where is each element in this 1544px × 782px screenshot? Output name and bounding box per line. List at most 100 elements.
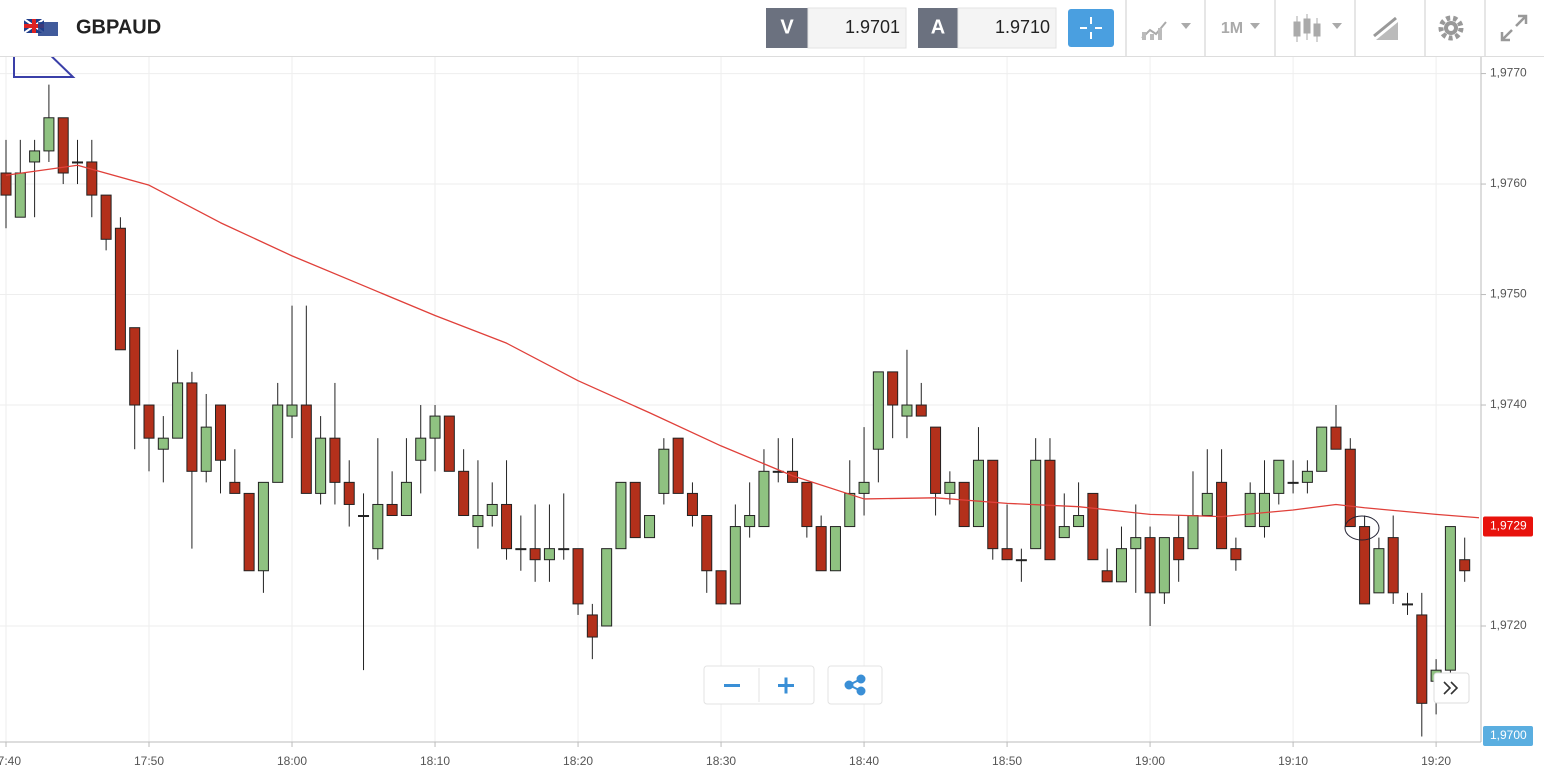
flag	[23, 18, 58, 36]
x-tick-label: 18:00	[277, 754, 307, 768]
candle-body	[1444, 526, 1456, 671]
candle-body	[558, 548, 570, 551]
x-tick-label: 17:40	[0, 754, 21, 768]
buy-price-box	[957, 7, 1057, 49]
candle-body	[372, 503, 384, 550]
drawing-ellipse[interactable]	[1344, 515, 1380, 541]
candle-body	[300, 404, 312, 494]
timeframe-button[interactable]: 1M	[1221, 20, 1243, 37]
candle-body	[1387, 537, 1399, 594]
candle-body	[615, 481, 627, 550]
settings-button[interactable]	[1438, 15, 1464, 41]
drawing-tools-button[interactable]	[1373, 16, 1398, 40]
candle-body	[586, 614, 598, 638]
candle-body	[601, 548, 613, 627]
candle-body	[1359, 526, 1371, 605]
candle-body	[1216, 481, 1228, 550]
candle-body	[229, 481, 241, 494]
crosshair-icon	[1080, 17, 1102, 39]
y-tick-label: 1,9720	[1490, 618, 1527, 632]
candle-body	[872, 371, 884, 450]
candle-body	[400, 481, 412, 517]
candle-body	[815, 526, 827, 572]
zoom-out[interactable]	[724, 684, 740, 687]
x-tick-label: 18:40	[849, 754, 879, 768]
candle-body	[858, 481, 870, 494]
candle-body	[114, 227, 126, 351]
candle-body	[529, 548, 541, 561]
candle-body	[286, 404, 298, 417]
candle-body	[1416, 614, 1428, 704]
scroll-end-button[interactable]	[1433, 672, 1470, 704]
sell-label: V	[780, 16, 794, 38]
candle-body	[1373, 548, 1385, 594]
low-badge-label: 1,9700	[1490, 728, 1527, 742]
price-badge	[1483, 516, 1533, 537]
candle-body	[0, 172, 12, 196]
buy-price: 1.9710	[995, 17, 1050, 37]
candle-body	[1101, 570, 1113, 583]
candle-body	[257, 481, 269, 572]
buy-button[interactable]	[918, 8, 958, 48]
candle-body	[515, 548, 527, 551]
candles-button[interactable]	[1293, 14, 1342, 42]
candle-body	[129, 327, 141, 406]
candle-body	[1073, 515, 1085, 528]
candle-body	[57, 117, 69, 174]
zoom-in[interactable]	[778, 677, 794, 694]
candle-body	[14, 172, 26, 218]
timeframe-caret	[1250, 23, 1260, 29]
x-tick-label: 18:30	[706, 754, 736, 768]
candle-body	[1201, 492, 1213, 517]
candle-body	[86, 161, 98, 196]
sell-button[interactable]	[766, 8, 808, 48]
candle-body	[100, 194, 112, 240]
x-tick-label: 19:00	[1135, 754, 1165, 768]
candle-body	[744, 515, 756, 528]
y-tick-label: 1,9740	[1490, 397, 1527, 411]
candle-body	[1287, 481, 1299, 484]
candle-body	[458, 470, 470, 517]
zoom-controls	[703, 665, 1470, 705]
candle-body	[1173, 537, 1185, 561]
candle-body	[1144, 537, 1156, 594]
candle-body	[71, 161, 84, 164]
y-tick-label: 1,9760	[1490, 176, 1527, 190]
candle-body	[1015, 559, 1027, 562]
candle-body	[200, 426, 212, 472]
candle-body	[429, 415, 441, 439]
candle-body	[1459, 559, 1471, 572]
candle-body	[1001, 548, 1013, 561]
crosshair-button[interactable]	[1068, 9, 1114, 47]
candle-body	[658, 448, 670, 494]
candle-body	[501, 503, 513, 550]
candle-body	[972, 459, 984, 528]
candle-body	[415, 437, 427, 461]
x-tick-label: 18:10	[420, 754, 450, 768]
candle-body	[1158, 537, 1170, 594]
candle-body	[215, 404, 227, 461]
candle-body	[729, 526, 741, 605]
x-tick-label: 19:20	[1421, 754, 1451, 768]
share-button[interactable]	[844, 674, 866, 696]
candle-body	[801, 481, 813, 528]
candle-body	[1087, 492, 1099, 561]
fullscreen-button[interactable]	[1500, 14, 1528, 42]
candle-body	[1344, 448, 1356, 528]
chart-type-button[interactable]	[1141, 21, 1191, 40]
candle-body	[987, 459, 999, 550]
candle-body	[644, 515, 656, 539]
candle-body	[358, 515, 370, 518]
candle-body	[1244, 492, 1256, 528]
candle-body	[701, 515, 713, 572]
x-tick-label: 17:50	[134, 754, 164, 768]
candle-body	[1401, 603, 1414, 606]
candle-body	[1058, 526, 1070, 539]
candle-body	[672, 437, 684, 494]
candle-body	[1230, 548, 1242, 561]
candle-body	[386, 503, 398, 517]
candle-body	[486, 503, 498, 517]
candle-body	[343, 481, 355, 505]
candle-body	[1301, 470, 1313, 483]
